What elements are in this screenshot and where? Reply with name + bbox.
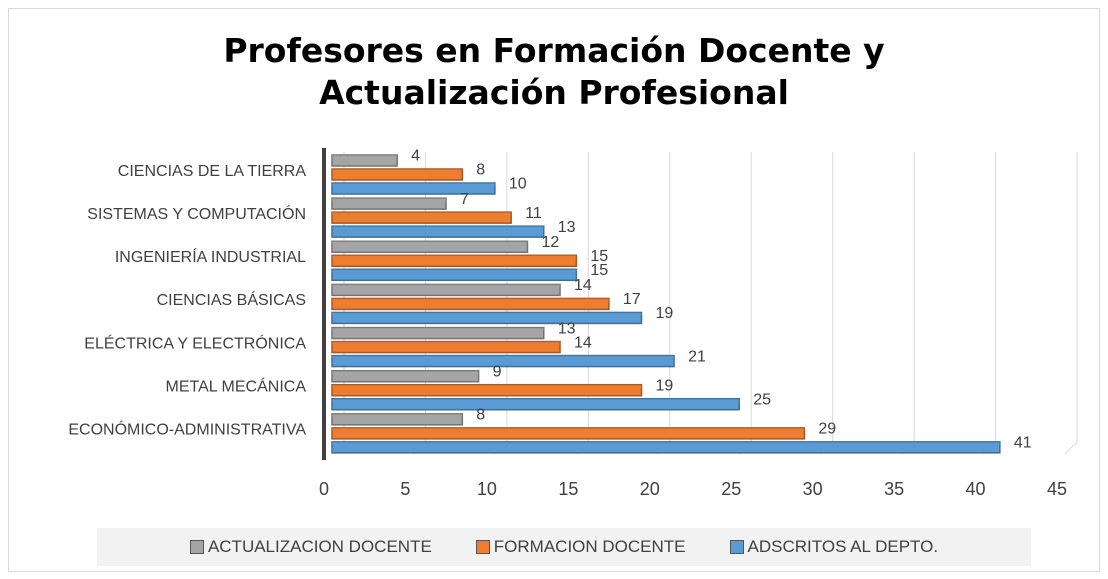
data-label: 7: [460, 191, 469, 208]
data-label: 14: [574, 277, 592, 294]
x-tick-label: 0: [319, 479, 329, 499]
y-tick-label: SISTEMAS Y COMPUTACIÓN: [87, 204, 306, 223]
bar: [331, 311, 643, 325]
bar: [331, 427, 806, 440]
bar-top: [332, 212, 512, 216]
bar: [331, 211, 512, 224]
bar-top: [332, 427, 805, 431]
bar: [331, 340, 561, 354]
data-label: 15: [590, 248, 608, 265]
y-tick-label: METAL MECÁNICA: [166, 377, 307, 396]
bar-top: [332, 169, 463, 172]
x-tick-label: 30: [803, 479, 823, 499]
legend-swatch: [729, 540, 744, 554]
data-label: 9: [493, 363, 502, 380]
bar: [331, 240, 529, 254]
bar: [331, 383, 643, 397]
x-tick-label: 5: [400, 479, 410, 499]
bar-top: [332, 284, 561, 288]
y-tick-label: CIENCIAS BÁSICAS: [157, 290, 306, 309]
bar-top: [332, 327, 544, 331]
bar-top: [332, 226, 544, 230]
y-axis: [322, 148, 326, 460]
bar-top: [332, 355, 675, 359]
bar-top: [332, 198, 447, 202]
data-label: 13: [558, 320, 576, 337]
bar-top: [332, 370, 479, 374]
data-label: 10: [509, 176, 527, 193]
bar: [331, 354, 675, 368]
bar: [331, 197, 447, 210]
legend-label: ADSCRITOS AL DEPTO.: [747, 537, 939, 556]
x-tick-label: 45: [1047, 479, 1067, 499]
bar-top: [332, 398, 740, 402]
bar: [331, 182, 496, 195]
data-label: 11: [525, 205, 542, 222]
bar: [331, 268, 578, 282]
data-label: 13: [558, 219, 576, 236]
data-label: 8: [476, 407, 485, 424]
bar-top: [332, 384, 642, 388]
x-tick-label: 25: [721, 479, 741, 499]
legend-label: ACTUALIZACION DOCENTE: [207, 537, 432, 556]
legend-swatch: [475, 540, 490, 554]
y-tick-label: INGENIERÍA INDUSTRIAL: [115, 247, 306, 266]
bar-top: [332, 341, 561, 345]
bar: [331, 168, 464, 181]
y-tick-label: ECONÓMICO-ADMINISTRATIVA: [68, 420, 306, 439]
legend: ACTUALIZACION DOCENTE FORMACION DOCENTE AD…: [97, 528, 1031, 566]
x-tick-label: 15: [558, 479, 578, 499]
x-tick-label: 10: [477, 479, 497, 499]
x-tick-label: 40: [966, 479, 986, 499]
bar-top: [332, 255, 577, 259]
bar-top: [332, 312, 642, 316]
legend-swatch: [189, 540, 204, 554]
data-label: 19: [655, 377, 673, 394]
data-label: 29: [818, 421, 836, 438]
bar: [331, 397, 740, 411]
data-label: 19: [655, 305, 673, 322]
bar-top: [332, 413, 463, 417]
legend-item: FORMACION DOCENTE: [475, 537, 686, 557]
bar-top: [332, 183, 495, 186]
bar: [331, 225, 545, 238]
bar-top: [332, 155, 398, 158]
y-tick-label: ELÉCTRICA Y ELECTRÓNICA: [84, 333, 306, 352]
bar: [331, 326, 545, 340]
bar-top: [332, 269, 577, 273]
bar-top: [332, 241, 528, 245]
legend-label: FORMACION DOCENTE: [493, 537, 686, 556]
data-label: 25: [753, 391, 771, 408]
legend-item: ADSCRITOS AL DEPTO.: [729, 537, 939, 557]
data-label: 15: [590, 262, 608, 279]
data-label: 12: [541, 234, 559, 251]
data-label: 21: [688, 348, 706, 365]
x-tick-label: 35: [884, 479, 904, 499]
bar: [331, 283, 561, 297]
data-label: 14: [574, 334, 592, 351]
bar: [331, 254, 578, 268]
y-tick-label: CIENCIAS DE LA TIERRA: [118, 163, 307, 180]
bar: [331, 297, 610, 311]
bar: [331, 441, 1001, 454]
legend-item: ACTUALIZACION DOCENTE: [189, 537, 432, 557]
chart-border: [8, 8, 1100, 572]
bar-top: [332, 298, 609, 302]
data-label: 4: [411, 148, 420, 165]
bar-top: [332, 441, 1000, 445]
bar: [331, 413, 464, 426]
grid-floor: [1064, 441, 1078, 455]
bar: [331, 154, 398, 167]
chart-title: Profesores en Formación Docente y Actual…: [223, 31, 885, 112]
data-label: 8: [476, 162, 485, 179]
data-label: 41: [1014, 435, 1032, 452]
data-label: 17: [623, 291, 641, 308]
bar: [331, 369, 480, 383]
x-tick-label: 20: [640, 479, 660, 499]
